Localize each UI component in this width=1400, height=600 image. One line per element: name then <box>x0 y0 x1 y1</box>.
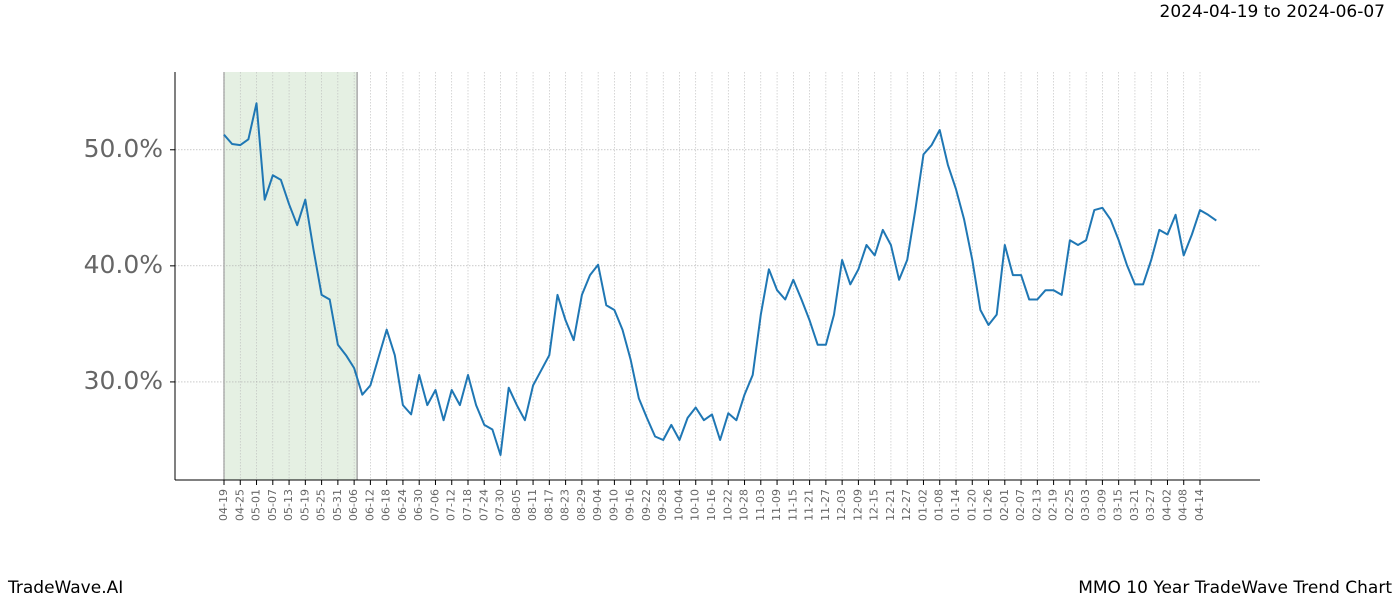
y-tick-label: 40.0% <box>84 250 163 279</box>
x-tick-label: 01-08 <box>933 489 946 521</box>
trend-line <box>223 102 1217 456</box>
x-tick-label: 04-02 <box>1160 489 1173 521</box>
x-tick-label: 02-19 <box>1047 489 1060 521</box>
x-tick-label: 08-23 <box>559 489 572 521</box>
x-tick-label: 07-18 <box>461 489 474 521</box>
x-tick-label: 05-07 <box>266 489 279 521</box>
x-tick-label: 10-16 <box>705 489 718 521</box>
x-tick-label: 05-31 <box>331 489 344 521</box>
x-tick-label: 01-14 <box>949 489 962 521</box>
x-tick-label: 10-10 <box>689 489 702 521</box>
footer-right: MMO 10 Year TradeWave Trend Chart <box>1078 578 1392 598</box>
x-tick-label: 09-28 <box>656 489 669 521</box>
x-tick-label: 10-28 <box>738 489 751 521</box>
x-tick-label: 05-01 <box>250 489 263 521</box>
x-tick-label: 12-27 <box>900 489 913 521</box>
x-tick-label: 11-03 <box>754 489 767 521</box>
x-tick-label: 05-25 <box>315 489 328 521</box>
x-tick-label: 09-16 <box>624 489 637 521</box>
x-tick-label: 06-06 <box>347 489 360 521</box>
x-tick-label: 11-21 <box>803 489 816 521</box>
x-tick-label: 03-15 <box>1112 489 1125 521</box>
x-tick-label: 06-12 <box>363 489 376 521</box>
x-tick-label: 04-25 <box>233 489 246 521</box>
x-tick-label: 11-09 <box>770 489 783 521</box>
x-tick-label: 07-24 <box>477 489 490 521</box>
x-tick-label: 03-27 <box>1144 489 1157 521</box>
x-tick-label: 01-20 <box>965 489 978 521</box>
x-tick-label: 02-13 <box>1030 489 1043 521</box>
x-tick-label: 08-11 <box>526 489 539 521</box>
x-tick-label: 12-21 <box>884 489 897 521</box>
x-tick-label: 01-02 <box>916 489 929 521</box>
footer-left: TradeWave.AI <box>7 578 123 598</box>
x-tick-label: 12-03 <box>835 489 848 521</box>
x-tick-label: 09-22 <box>640 489 653 521</box>
x-tick-label: 04-19 <box>217 489 230 521</box>
x-tick-label: 12-09 <box>851 489 864 521</box>
x-tick-label: 06-30 <box>412 489 425 521</box>
x-tick-label: 04-14 <box>1193 489 1206 521</box>
x-tick-label: 02-07 <box>1014 489 1027 521</box>
x-tick-label: 08-05 <box>510 489 523 521</box>
x-tick-label: 02-25 <box>1063 489 1076 521</box>
y-tick-label: 30.0% <box>84 366 163 395</box>
x-tick-label: 01-26 <box>982 489 995 521</box>
x-tick-label: 03-09 <box>1095 489 1108 521</box>
x-tick-label: 05-19 <box>298 489 311 521</box>
x-tick-label: 06-18 <box>380 489 393 521</box>
x-tick-label: 08-17 <box>542 489 555 521</box>
x-tick-label: 07-12 <box>445 489 458 521</box>
x-tick-label: 02-01 <box>998 489 1011 521</box>
x-tick-label: 12-15 <box>868 489 881 521</box>
x-tick-label: 03-03 <box>1079 489 1092 521</box>
x-tick-label: 11-27 <box>819 489 832 521</box>
chart-title: 2024-04-19 to 2024-06-07 <box>1160 2 1385 22</box>
x-tick-label: 09-10 <box>607 489 620 521</box>
x-tick-label: 06-24 <box>396 489 409 521</box>
highlight-band <box>224 72 358 480</box>
y-tick-label: 50.0% <box>84 134 163 163</box>
x-tick-label: 11-15 <box>786 489 799 521</box>
x-tick-label: 07-30 <box>494 489 507 521</box>
x-tick-label: 07-06 <box>428 489 441 521</box>
x-tick-label: 10-22 <box>721 489 734 521</box>
x-tick-label: 09-04 <box>591 489 604 521</box>
x-tick-label: 05-13 <box>282 489 295 521</box>
x-tick-label: 03-21 <box>1128 489 1141 521</box>
x-tick-label: 04-08 <box>1177 489 1190 521</box>
x-tick-label: 08-29 <box>575 489 588 521</box>
x-tick-label: 10-04 <box>672 489 685 521</box>
